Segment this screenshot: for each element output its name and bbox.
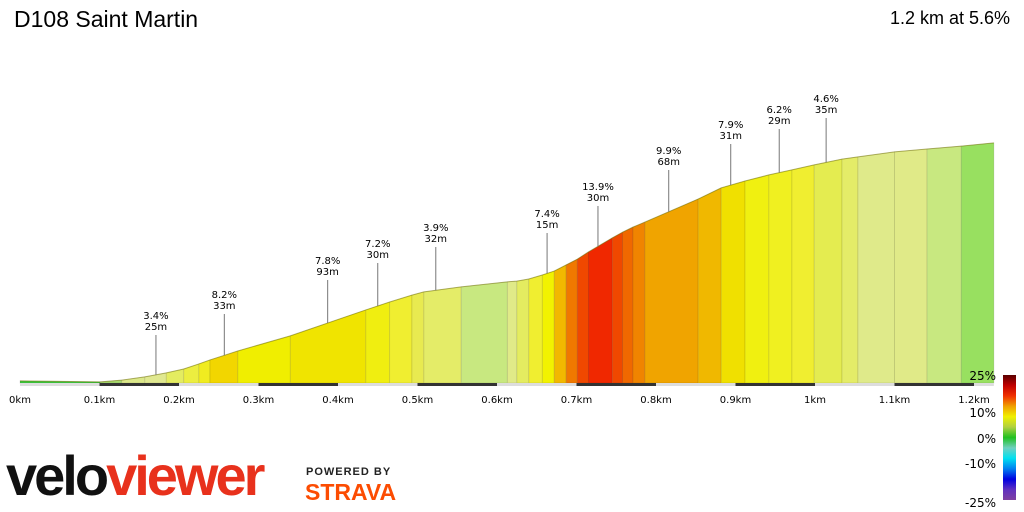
profile-segment bbox=[813, 158, 843, 384]
distance-band-dark bbox=[417, 383, 497, 386]
segment-summary: 1.2 km at 5.6% bbox=[889, 8, 1010, 28]
annotation-grade: 8.2% bbox=[212, 290, 237, 301]
profile-segment bbox=[611, 231, 624, 384]
legend-label: 25% bbox=[969, 369, 996, 383]
segment-title: D108 Saint Martin bbox=[14, 6, 199, 32]
profile-segment bbox=[588, 237, 613, 384]
annotation-grade: 3.4% bbox=[143, 311, 168, 322]
strava-logo: STRAVA bbox=[305, 479, 397, 505]
x-tick-label: 0.8km bbox=[640, 395, 671, 406]
profile-segment bbox=[644, 198, 699, 384]
x-tick-label: 0.5km bbox=[402, 395, 433, 406]
profile-segment bbox=[423, 286, 462, 384]
annotation-length: 68m bbox=[657, 157, 679, 168]
profile-segment bbox=[841, 156, 859, 384]
profile-segment bbox=[411, 291, 425, 384]
profile-segment bbox=[622, 226, 634, 384]
x-tick-label: 0.2km bbox=[163, 395, 194, 406]
profile-segment bbox=[528, 274, 543, 384]
x-tick-label: 0.4km bbox=[322, 395, 353, 406]
x-tick-label: 0.3km bbox=[243, 395, 274, 406]
annotation-grade: 6.2% bbox=[767, 105, 792, 116]
distance-band-dark bbox=[735, 383, 815, 386]
distance-band-dark bbox=[894, 383, 974, 386]
legend-label: -10% bbox=[965, 457, 996, 471]
profile-segment bbox=[894, 148, 928, 384]
profile-segment bbox=[460, 281, 508, 384]
logo-viewer: viewer bbox=[106, 444, 265, 507]
annotation-grade: 4.6% bbox=[813, 94, 838, 105]
logo-velo: velo bbox=[6, 444, 109, 507]
profile-segment bbox=[516, 278, 530, 384]
profile-segment bbox=[960, 142, 995, 384]
legend-label: -25% bbox=[965, 496, 996, 510]
annotation-length: 15m bbox=[536, 220, 558, 231]
gradient-legend-bar bbox=[1003, 375, 1016, 500]
profile-outline bbox=[19, 142, 994, 383]
annotation-grade: 9.9% bbox=[656, 146, 681, 157]
annotation-grade: 7.2% bbox=[365, 239, 390, 250]
profile-segment bbox=[576, 251, 589, 384]
x-tick-label: 1km bbox=[804, 395, 826, 406]
x-tick-label: 0km bbox=[9, 395, 31, 406]
profile-segment bbox=[857, 151, 895, 384]
annotation-grade: 13.9% bbox=[582, 182, 614, 193]
distance-band-dark bbox=[258, 383, 338, 386]
profile-segment bbox=[632, 221, 646, 384]
profile-segment bbox=[720, 180, 746, 384]
profile-segment bbox=[565, 258, 578, 384]
profile-segment bbox=[389, 294, 413, 384]
x-tick-label: 1.1km bbox=[879, 395, 910, 406]
profile-segment bbox=[553, 264, 567, 384]
profile-segment bbox=[744, 174, 770, 384]
legend-label: 0% bbox=[977, 432, 996, 446]
profile-segment bbox=[697, 187, 722, 384]
annotation-length: 35m bbox=[815, 105, 837, 116]
veloviewer-logo: veloviewer bbox=[6, 448, 265, 504]
annotation-length: 31m bbox=[719, 131, 741, 142]
annotation-length: 32m bbox=[425, 234, 447, 245]
x-tick-label: 0.9km bbox=[720, 395, 751, 406]
profile-segment bbox=[506, 280, 518, 384]
annotation-grade: 7.9% bbox=[718, 120, 743, 131]
profile-segment bbox=[791, 164, 815, 384]
profile-segment bbox=[926, 145, 962, 384]
distance-band-dark bbox=[99, 383, 179, 386]
annotation-grade: 7.8% bbox=[315, 256, 340, 267]
profile-segment bbox=[768, 169, 793, 384]
annotation-length: 30m bbox=[367, 250, 389, 261]
x-tick-label: 1.2km bbox=[958, 395, 989, 406]
distance-band bbox=[20, 383, 994, 386]
legend-label: 10% bbox=[969, 406, 996, 420]
x-tick-label: 0.6km bbox=[481, 395, 512, 406]
annotation-length: 25m bbox=[145, 322, 167, 333]
profile-segment bbox=[365, 301, 391, 384]
annotation-grade: 3.9% bbox=[423, 223, 448, 234]
powered-by-label: POWERED BY bbox=[306, 466, 392, 478]
annotation-length: 33m bbox=[213, 301, 235, 312]
annotation-grade: 7.4% bbox=[534, 209, 559, 220]
distance-band-dark bbox=[576, 383, 656, 386]
profile-segment bbox=[541, 270, 555, 384]
annotation-length: 29m bbox=[768, 116, 790, 127]
annotation-length: 93m bbox=[316, 267, 338, 278]
x-tick-label: 0.1km bbox=[84, 395, 115, 406]
x-tick-label: 0.7km bbox=[561, 395, 592, 406]
annotation-length: 30m bbox=[587, 193, 609, 204]
